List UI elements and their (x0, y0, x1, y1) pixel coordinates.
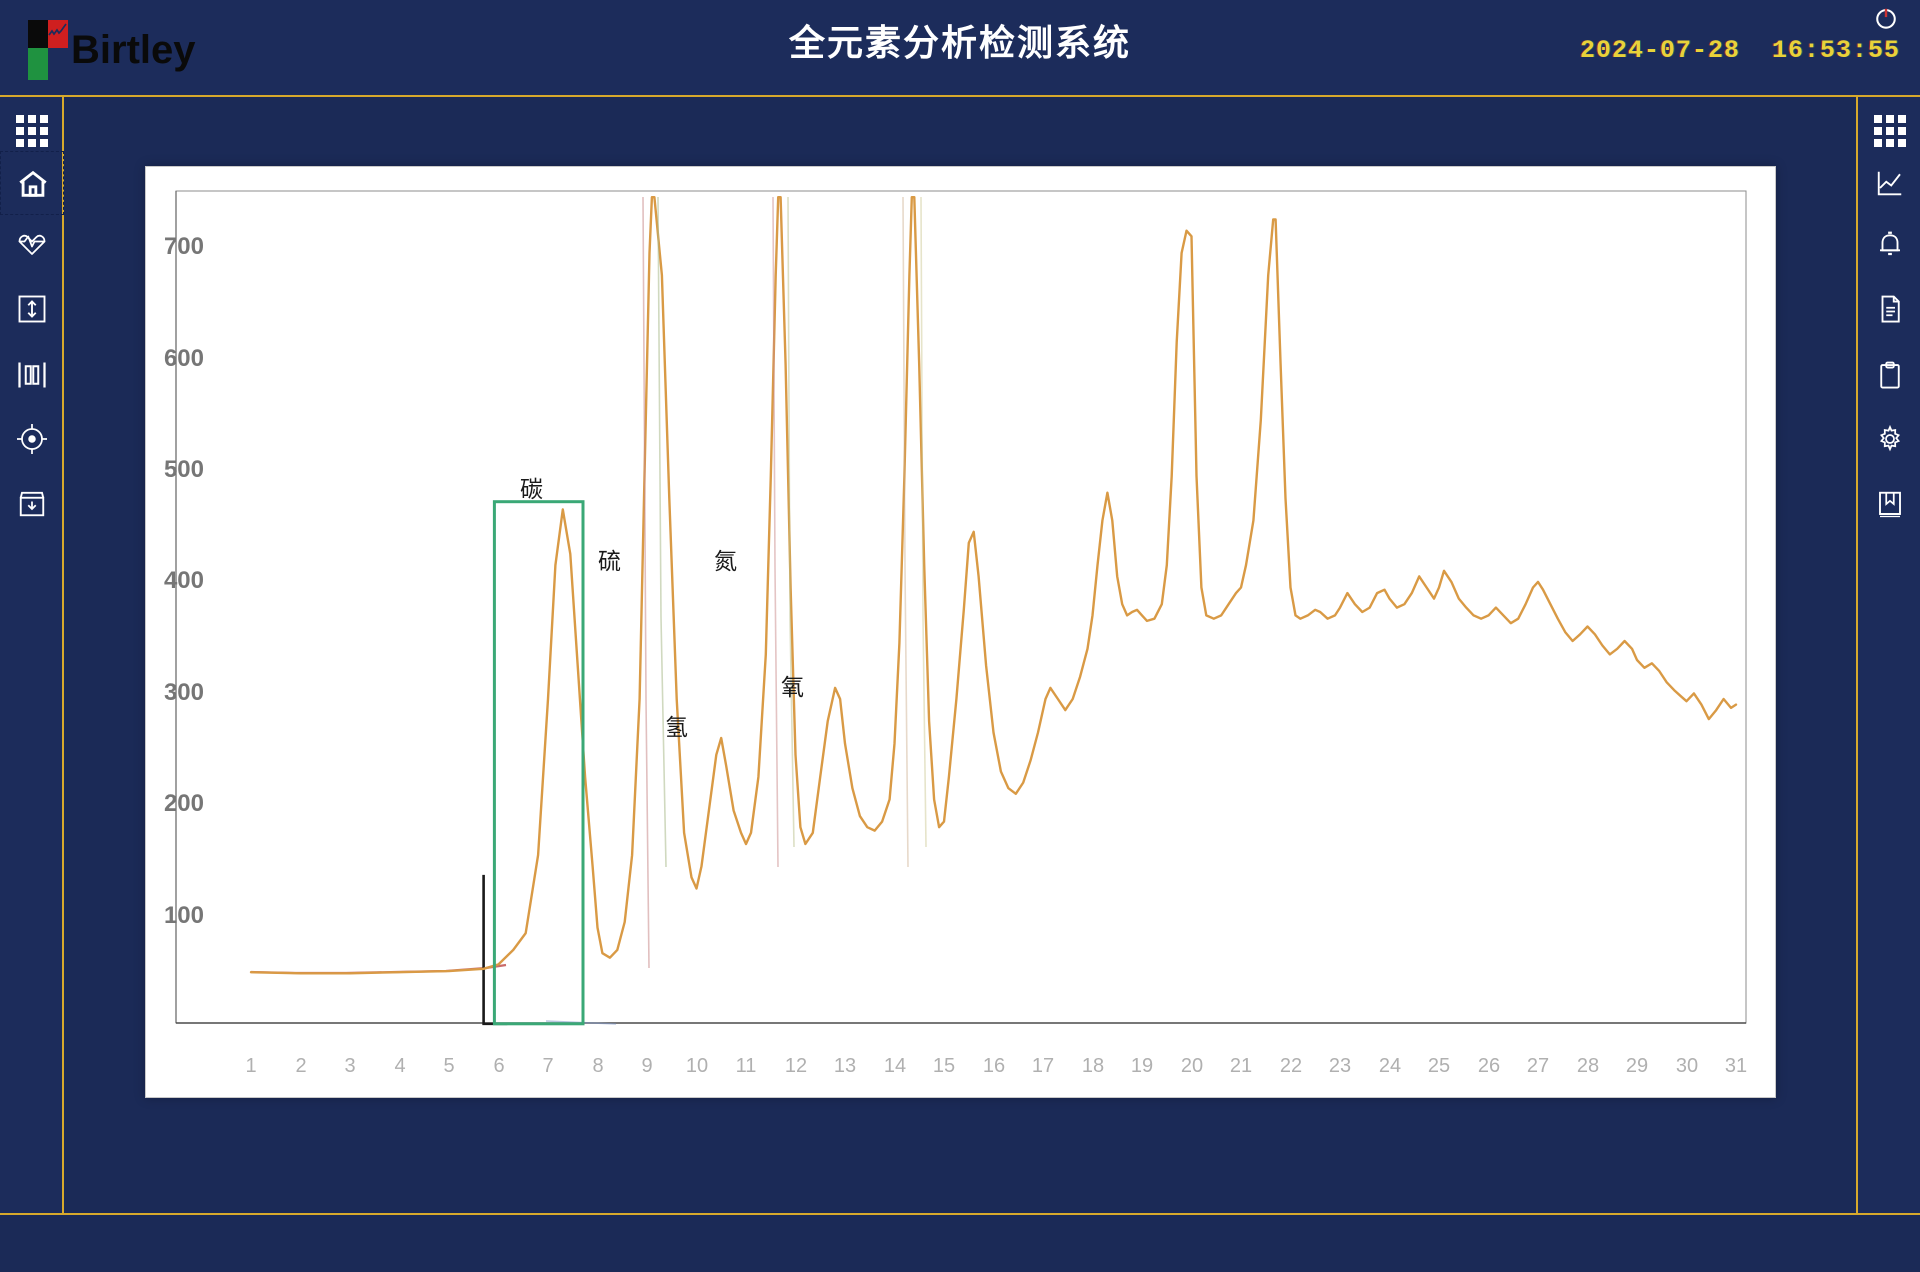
svg-text:14: 14 (884, 1055, 906, 1077)
svg-text:氧: 氧 (781, 674, 804, 700)
svg-text:碳: 碳 (520, 476, 543, 502)
svg-text:12: 12 (785, 1055, 807, 1077)
svg-text:24: 24 (1379, 1055, 1401, 1077)
svg-text:氮: 氮 (714, 548, 737, 574)
svg-text:4: 4 (394, 1055, 405, 1077)
svg-text:13: 13 (834, 1055, 856, 1077)
svg-text:1: 1 (245, 1055, 256, 1077)
svg-text:22: 22 (1280, 1055, 1302, 1077)
svg-text:10: 10 (686, 1055, 708, 1077)
svg-text:9: 9 (641, 1055, 652, 1077)
svg-text:25: 25 (1428, 1055, 1450, 1077)
svg-text:氢: 氢 (665, 714, 688, 740)
svg-text:100: 100 (164, 902, 204, 929)
svg-text:700: 700 (164, 233, 204, 260)
svg-text:16: 16 (983, 1055, 1005, 1077)
svg-text:30: 30 (1676, 1055, 1698, 1077)
svg-text:500: 500 (164, 456, 204, 483)
svg-text:21: 21 (1230, 1055, 1252, 1077)
svg-text:18: 18 (1082, 1055, 1104, 1077)
svg-text:3: 3 (344, 1055, 355, 1077)
svg-text:15: 15 (933, 1055, 955, 1077)
svg-text:31: 31 (1725, 1055, 1747, 1077)
svg-text:11: 11 (736, 1055, 757, 1077)
svg-text:29: 29 (1626, 1055, 1648, 1077)
svg-text:19: 19 (1131, 1055, 1153, 1077)
svg-text:2: 2 (295, 1055, 306, 1077)
svg-text:300: 300 (164, 679, 204, 706)
svg-text:27: 27 (1527, 1055, 1549, 1077)
svg-text:200: 200 (164, 790, 204, 817)
svg-text:8: 8 (592, 1055, 603, 1077)
svg-text:400: 400 (164, 567, 204, 594)
svg-text:26: 26 (1478, 1055, 1500, 1077)
svg-text:600: 600 (164, 345, 204, 372)
svg-text:28: 28 (1577, 1055, 1599, 1077)
svg-text:7: 7 (542, 1055, 553, 1077)
svg-text:20: 20 (1181, 1055, 1203, 1077)
svg-text:5: 5 (443, 1055, 454, 1077)
svg-text:硫: 硫 (598, 548, 621, 574)
svg-text:6: 6 (493, 1055, 504, 1077)
svg-text:23: 23 (1329, 1055, 1351, 1077)
svg-text:17: 17 (1032, 1055, 1054, 1077)
